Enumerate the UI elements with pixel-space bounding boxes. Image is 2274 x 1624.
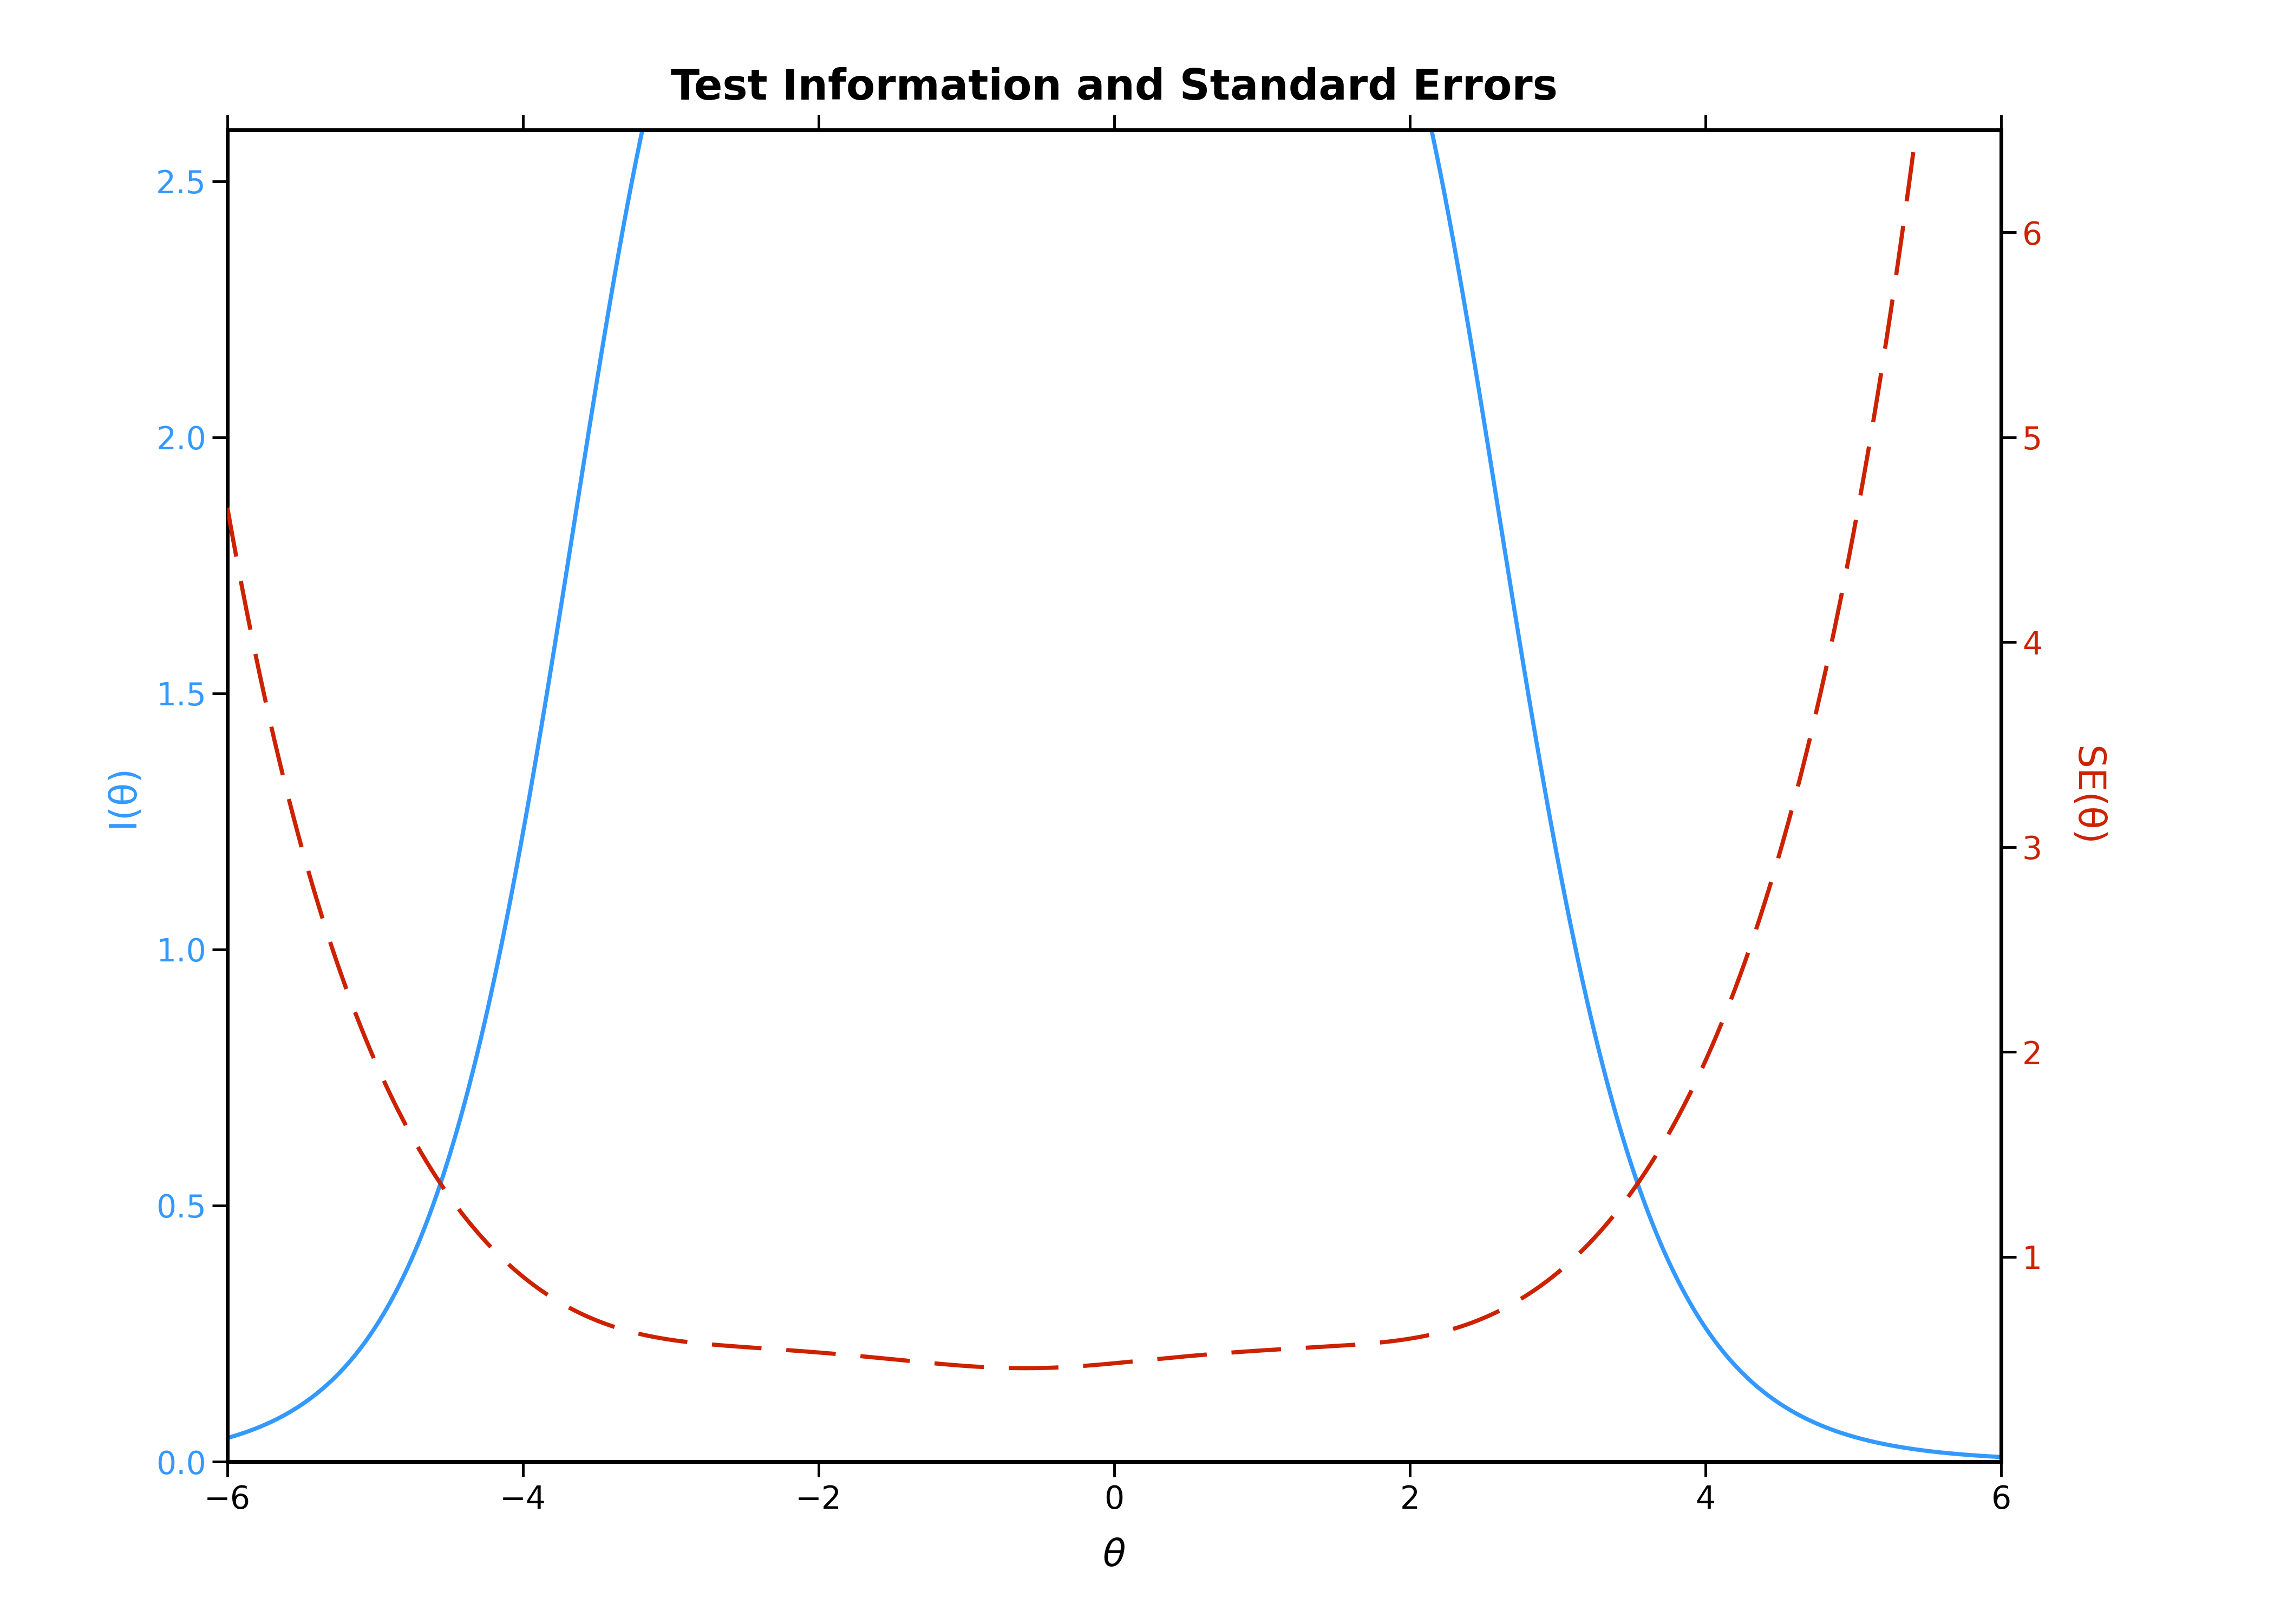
X-axis label: θ: θ	[1103, 1538, 1126, 1574]
Y-axis label: SE(θ): SE(θ)	[2069, 745, 2106, 846]
Title: Test Information and Standard Errors: Test Information and Standard Errors	[671, 67, 1558, 109]
Y-axis label: I(θ): I(θ)	[105, 763, 141, 828]
